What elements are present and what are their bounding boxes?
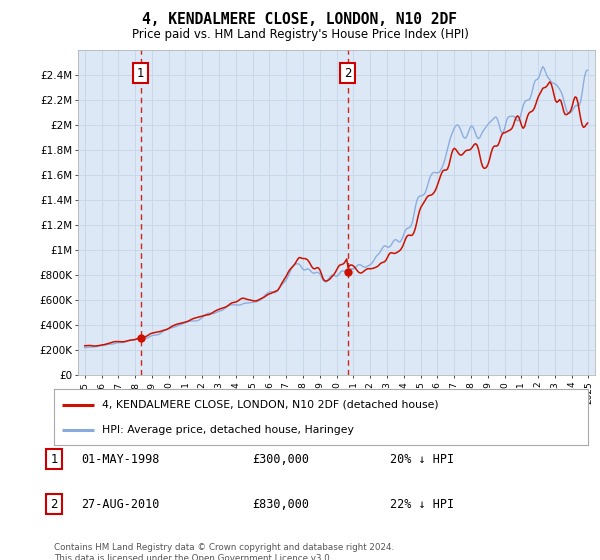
Text: 22% ↓ HPI: 22% ↓ HPI: [390, 497, 454, 511]
Text: £300,000: £300,000: [252, 452, 309, 466]
Text: HPI: Average price, detached house, Haringey: HPI: Average price, detached house, Hari…: [102, 424, 354, 435]
Text: 20% ↓ HPI: 20% ↓ HPI: [390, 452, 454, 466]
Text: £830,000: £830,000: [252, 497, 309, 511]
Text: Price paid vs. HM Land Registry's House Price Index (HPI): Price paid vs. HM Land Registry's House …: [131, 28, 469, 41]
Text: Contains HM Land Registry data © Crown copyright and database right 2024.
This d: Contains HM Land Registry data © Crown c…: [54, 543, 394, 560]
Text: 1: 1: [137, 67, 145, 80]
Text: 27-AUG-2010: 27-AUG-2010: [81, 497, 160, 511]
Text: 4, KENDALMERE CLOSE, LONDON, N10 2DF: 4, KENDALMERE CLOSE, LONDON, N10 2DF: [143, 12, 458, 27]
Text: 2: 2: [344, 67, 351, 80]
Text: 2: 2: [50, 497, 58, 511]
Text: 1: 1: [50, 452, 58, 466]
Text: 01-MAY-1998: 01-MAY-1998: [81, 452, 160, 466]
Text: 4, KENDALMERE CLOSE, LONDON, N10 2DF (detached house): 4, KENDALMERE CLOSE, LONDON, N10 2DF (de…: [102, 400, 439, 410]
